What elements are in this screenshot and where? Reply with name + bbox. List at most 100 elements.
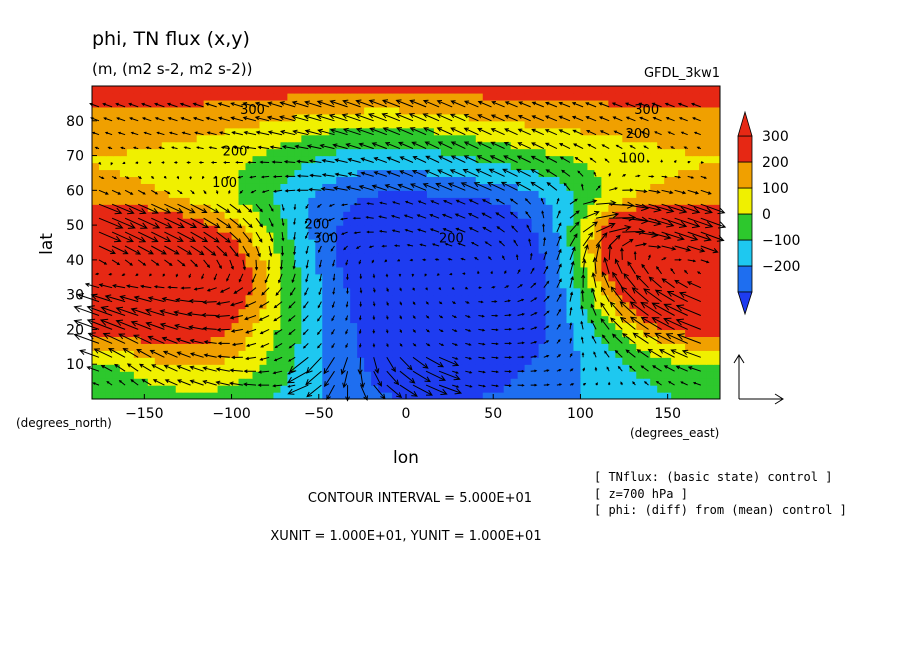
field-cell: [98, 239, 107, 247]
field-cell: [126, 280, 135, 289]
field-cell: [168, 127, 177, 136]
field-cell: [231, 218, 240, 226]
field-cell: [231, 176, 240, 184]
field-cell: [657, 211, 665, 219]
flux-vector: [260, 175, 270, 179]
flux-vector: [496, 226, 505, 233]
flux-vector: [629, 365, 636, 372]
field-cell: [392, 280, 400, 289]
field-cell: [545, 273, 554, 282]
field-cell: [259, 280, 268, 289]
flux-vector: [412, 287, 415, 291]
field-cell: [406, 232, 414, 240]
flux-vector: [582, 382, 587, 386]
field-cell: [182, 190, 191, 198]
field-cell: [475, 218, 484, 226]
field-cell: [154, 259, 163, 268]
field-cell: [587, 308, 595, 317]
field-cell: [210, 357, 219, 365]
field-cell: [126, 294, 135, 303]
field-cell: [510, 197, 519, 205]
field-cell: [447, 287, 456, 296]
field-cell: [385, 343, 393, 351]
field-cell: [587, 232, 595, 240]
field-cell: [133, 385, 142, 393]
flux-vector: [590, 303, 597, 316]
field-cell: [189, 294, 198, 303]
field-cell: [112, 245, 121, 254]
field-cell: [406, 357, 414, 365]
field-cell: [412, 378, 421, 386]
field-cell: [412, 162, 421, 171]
field-cell: [294, 280, 302, 289]
flux-vector: [676, 333, 701, 344]
field-cell: [692, 301, 700, 310]
field-cell: [496, 120, 505, 129]
field-cell: [482, 127, 491, 136]
field-cell: [447, 378, 456, 386]
field-cell: [336, 120, 344, 129]
flux-vector: [243, 130, 257, 136]
field-cell: [601, 287, 609, 296]
field-cell: [545, 225, 554, 233]
field-cell: [454, 232, 463, 240]
field-cell: [252, 176, 261, 184]
field-cell: [301, 357, 309, 365]
field-cell: [426, 308, 435, 317]
field-cell: [461, 301, 470, 310]
flux-vector: [451, 328, 458, 332]
flux-vector: [541, 210, 545, 219]
field-cell: [329, 148, 337, 157]
field-cell: [587, 92, 595, 101]
field-cell: [636, 350, 644, 358]
field-cell: [559, 155, 568, 164]
field-cell: [350, 197, 358, 205]
field-cell: [315, 141, 323, 150]
field-cell: [629, 287, 637, 296]
field-cell: [92, 92, 100, 101]
field-cell: [636, 371, 644, 379]
field-cell: [140, 148, 149, 157]
flux-vector: [572, 129, 584, 136]
field-cell: [371, 252, 379, 261]
field-cell: [531, 273, 540, 282]
field-cell: [385, 392, 393, 399]
field-cell: [364, 336, 372, 344]
field-cell: [433, 183, 442, 191]
field-cell: [664, 385, 672, 393]
field-cell: [266, 392, 275, 399]
field-cell: [140, 294, 149, 303]
field-cell: [503, 266, 512, 275]
field-cell: [357, 113, 365, 122]
field-cell: [329, 371, 337, 379]
field-cell: [496, 378, 505, 386]
field-cell: [406, 127, 414, 136]
field-cell: [399, 336, 407, 344]
field-cell: [189, 155, 198, 164]
flux-vector: [147, 335, 165, 344]
field-cell: [657, 280, 665, 289]
field-cell: [657, 183, 665, 191]
field-cell: [392, 113, 400, 122]
flux-vector: [412, 370, 431, 383]
field-cell: [510, 120, 519, 129]
field-cell: [336, 155, 344, 164]
flux-vector: [272, 370, 283, 375]
field-cell: [545, 336, 554, 344]
field-cell: [161, 176, 170, 184]
field-cell: [440, 280, 449, 289]
flux-vector: [304, 287, 309, 296]
field-cell: [433, 294, 442, 303]
flux-vector: [288, 343, 296, 349]
field-cell: [636, 211, 644, 219]
field-cell: [475, 106, 484, 115]
field-cell: [496, 113, 505, 122]
field-cell: [531, 155, 540, 164]
field-cell: [510, 239, 519, 247]
field-cell: [287, 225, 295, 233]
field-cell: [266, 273, 275, 282]
flux-vector: [293, 232, 296, 241]
flux-vector: [614, 258, 623, 275]
field-cell: [371, 315, 379, 324]
field-cell: [147, 357, 156, 365]
